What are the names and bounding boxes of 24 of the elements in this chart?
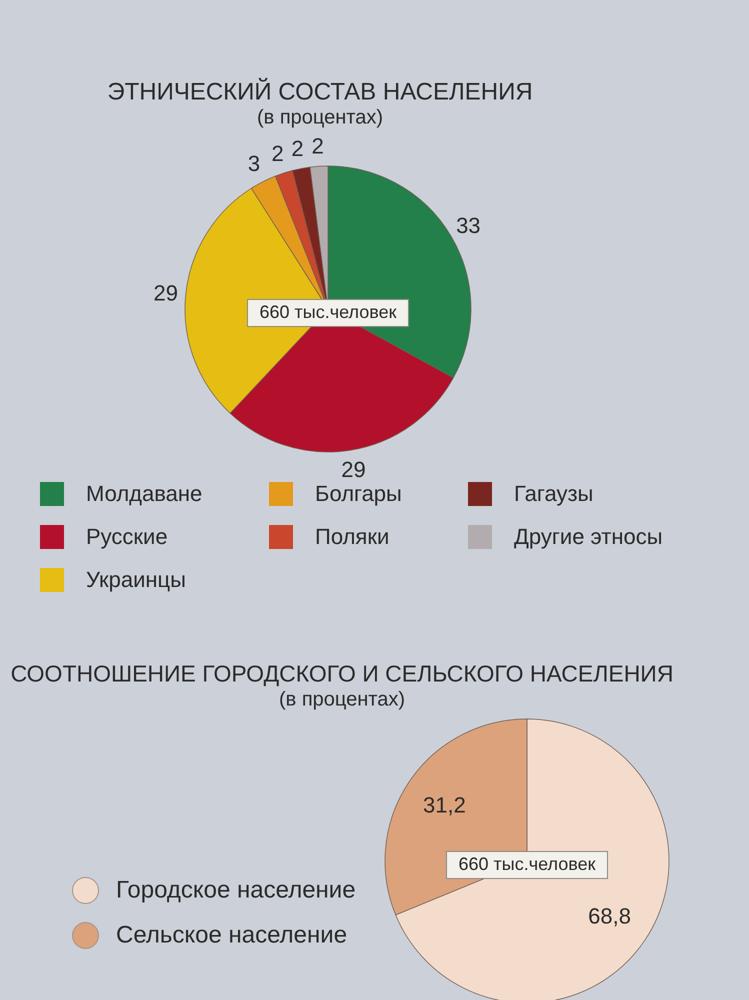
data-label: 3 bbox=[248, 150, 260, 176]
data-label: 29 bbox=[341, 456, 366, 482]
legend-label: Гагаузы bbox=[514, 481, 594, 506]
data-label: 2 bbox=[291, 136, 304, 161]
legend-label: Болгары bbox=[315, 481, 402, 506]
text: 660 тыс.человек bbox=[260, 302, 397, 322]
chart-title: СООТНОШЕНИЕ ГОРОДСКОГО И СЕЛЬСКОГО НАСЕЛЕНИЯ bbox=[10, 660, 674, 687]
legend-label: Сельское население bbox=[116, 922, 348, 948]
legend-label: Русские bbox=[86, 524, 168, 549]
legend-label: Молдаване bbox=[86, 481, 202, 506]
chart-title: ЭТНИЧЕСКИЙ СОСТАВ НАСЕЛЕНИЯ bbox=[107, 77, 533, 106]
legend-label: Городское население bbox=[116, 876, 356, 904]
legend-label: Другие этносы bbox=[514, 524, 663, 549]
text: 660 тыс.человек bbox=[458, 854, 596, 874]
data-label: 68,8 bbox=[588, 903, 631, 928]
data-label: 2 bbox=[272, 140, 284, 166]
data-label: 33 bbox=[456, 213, 481, 238]
data-label: 29 bbox=[153, 280, 178, 306]
chart-subtitle: (в процентах) bbox=[278, 688, 406, 711]
data-label: 31,2 bbox=[423, 792, 466, 818]
legend-label: Украинцы bbox=[86, 567, 186, 592]
data-label: 2 bbox=[312, 133, 324, 158]
chart-subtitle: (в процентах) bbox=[256, 106, 384, 128]
legend-label: Поляки bbox=[315, 524, 390, 549]
